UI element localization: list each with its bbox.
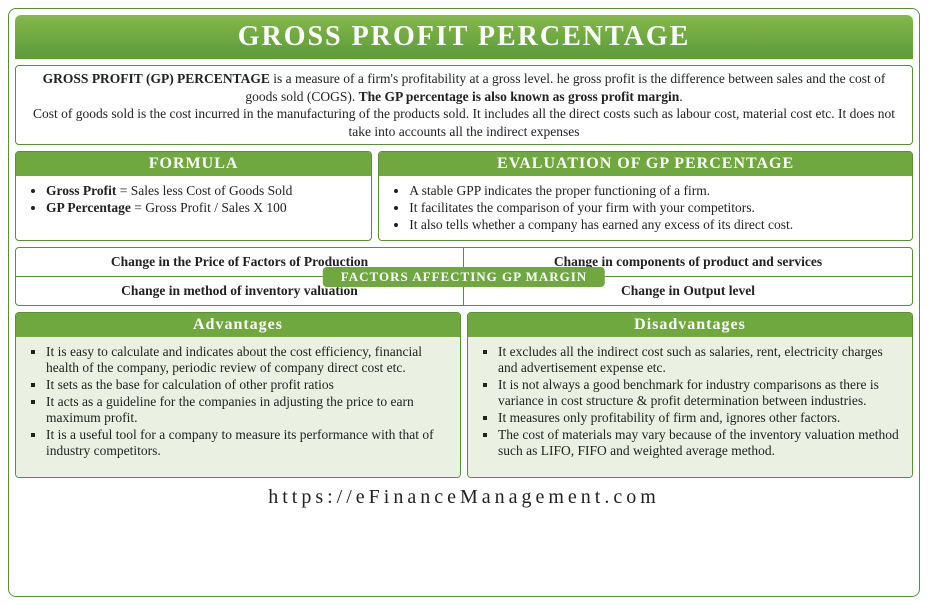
main-title: GROSS PROFIT PERCENTAGE — [15, 15, 913, 59]
disadvantages-body: It excludes all the indirect cost such a… — [468, 337, 912, 477]
formula-evaluation-row: FORMULA Gross Profit = Sales less Cost o… — [15, 151, 913, 241]
formula-def: = Sales less Cost of Goods Sold — [116, 183, 292, 198]
intro-line2: Cost of goods sold is the cost incurred … — [33, 106, 895, 139]
disadvantages-item: The cost of materials may vary because o… — [498, 427, 900, 459]
advantages-item: It is easy to calculate and indicates ab… — [46, 344, 448, 376]
adv-dis-row: Advantages It is easy to calculate and i… — [15, 312, 913, 478]
advantages-item: It is a useful tool for a company to mea… — [46, 427, 448, 459]
formula-item: GP Percentage = Gross Profit / Sales X 1… — [46, 200, 359, 216]
disadvantages-item: It excludes all the indirect cost such a… — [498, 344, 900, 376]
intro-lead-end: . — [679, 89, 682, 104]
formula-section: FORMULA Gross Profit = Sales less Cost o… — [15, 151, 372, 241]
factors-label: FACTORS AFFECTING GP MARGIN — [323, 267, 605, 287]
formula-item: Gross Profit = Sales less Cost of Goods … — [46, 183, 359, 199]
evaluation-item: It also tells whether a company has earn… — [409, 217, 900, 233]
disadvantages-item: It is not always a good benchmark for in… — [498, 377, 900, 409]
intro-lead-bold: GROSS PROFIT (GP) PERCENTAGE — [43, 71, 270, 86]
infographic-container: GROSS PROFIT PERCENTAGE GROSS PROFIT (GP… — [8, 8, 920, 597]
evaluation-item: It facilitates the comparison of your fi… — [409, 200, 900, 216]
disadvantages-item: It measures only profitability of firm a… — [498, 410, 900, 426]
factors-section: Change in the Price of Factors of Produc… — [15, 247, 913, 306]
intro-box: GROSS PROFIT (GP) PERCENTAGE is a measur… — [15, 65, 913, 145]
evaluation-header: EVALUATION OF GP PERCENTAGE — [379, 152, 912, 176]
footer-url: https://eFinanceManagement.com — [15, 484, 913, 509]
evaluation-item: A stable GPP indicates the proper functi… — [409, 183, 900, 199]
disadvantages-header: Disadvantages — [468, 313, 912, 337]
formula-body: Gross Profit = Sales less Cost of Goods … — [16, 176, 371, 223]
advantages-section: Advantages It is easy to calculate and i… — [15, 312, 461, 478]
disadvantages-section: Disadvantages It excludes all the indire… — [467, 312, 913, 478]
evaluation-section: EVALUATION OF GP PERCENTAGE A stable GPP… — [378, 151, 913, 241]
advantages-item: It acts as a guideline for the companies… — [46, 394, 448, 426]
formula-header: FORMULA — [16, 152, 371, 176]
advantages-item: It sets as the base for calculation of o… — [46, 377, 448, 393]
formula-def: = Gross Profit / Sales X 100 — [131, 200, 287, 215]
advantages-body: It is easy to calculate and indicates ab… — [16, 337, 460, 477]
formula-label: Gross Profit — [46, 183, 116, 198]
advantages-header: Advantages — [16, 313, 460, 337]
intro-lead-bold2: The GP percentage is also known as gross… — [359, 89, 680, 104]
evaluation-body: A stable GPP indicates the proper functi… — [379, 176, 912, 240]
formula-label: GP Percentage — [46, 200, 131, 215]
